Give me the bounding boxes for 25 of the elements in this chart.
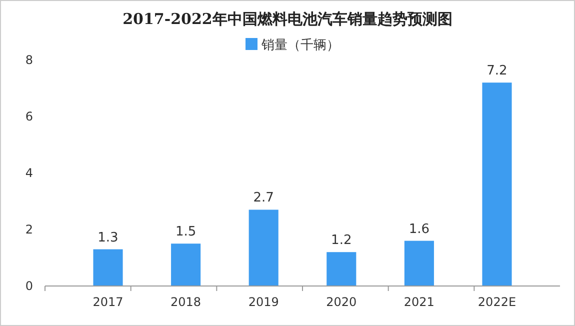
data-label: 2.7 bbox=[253, 190, 274, 206]
x-tick-label: 2018 bbox=[170, 295, 202, 309]
y-tick-label: 6 bbox=[25, 110, 33, 124]
x-tick-label: 2019 bbox=[248, 295, 279, 309]
legend-label: 销量（千辆） bbox=[260, 38, 340, 53]
data-label: 1.6 bbox=[408, 222, 430, 237]
x-tick-label: 2020 bbox=[326, 295, 357, 309]
bar bbox=[404, 240, 434, 286]
data-label: 1.5 bbox=[175, 224, 196, 240]
bar bbox=[248, 210, 278, 286]
x-tick-label: 2022E bbox=[478, 295, 516, 309]
x-tick-label: 2017 bbox=[92, 295, 124, 309]
bar bbox=[326, 252, 356, 286]
data-label: 1.3 bbox=[98, 230, 118, 246]
data-label: 1.2 bbox=[331, 233, 352, 248]
bar bbox=[171, 244, 201, 286]
y-tick-label: 2 bbox=[25, 222, 33, 236]
chart-title: 2017-2022年中国燃料电池汽车销量趋势预测图 bbox=[122, 10, 452, 28]
y-tick-label: 4 bbox=[25, 166, 33, 180]
x-tick-label: 2021 bbox=[404, 295, 434, 309]
bar bbox=[482, 82, 512, 286]
data-label: 7.2 bbox=[486, 64, 508, 79]
bar bbox=[93, 249, 123, 286]
y-tick-label: 0 bbox=[25, 279, 33, 293]
y-tick-label: 8 bbox=[25, 53, 33, 67]
